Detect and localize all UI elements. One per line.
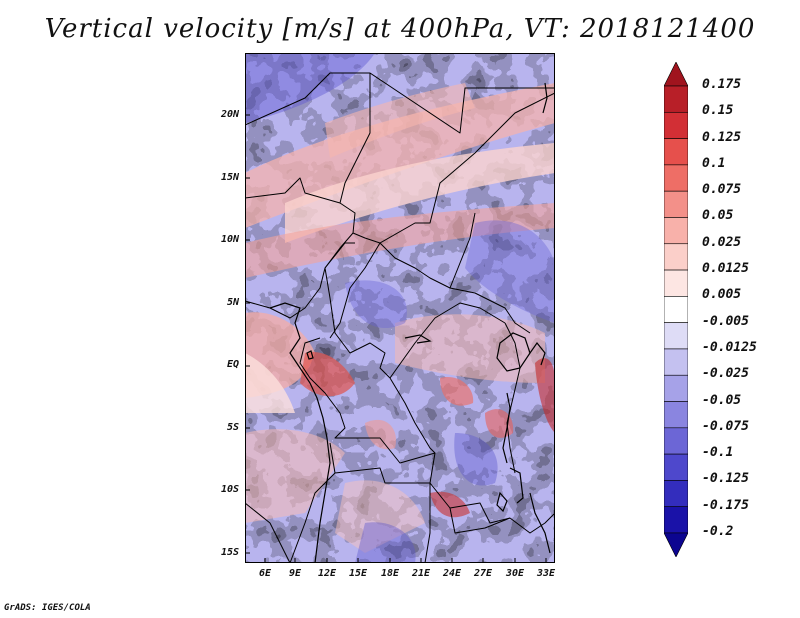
colorbar-label: -0.125 (702, 471, 749, 487)
colorbar-bin (664, 401, 688, 429)
colorbar-label: -0.1 (702, 445, 734, 461)
lat-label-20n: 20N (220, 109, 239, 120)
lat-label-5n: 5N (226, 297, 239, 308)
colorbar-label: 0.175 (702, 77, 742, 92)
lat-label-10s: 10S (220, 484, 239, 495)
colorbar-label: 0.0125 (702, 261, 749, 277)
colorbar-label: 0.005 (702, 287, 742, 303)
colorbar-label: -0.2 (702, 524, 734, 539)
colorbar-label: 0.075 (702, 182, 742, 198)
colorbar-label: -0.175 (702, 497, 749, 513)
colorbar-bin (664, 269, 688, 297)
lat-label-5s: 5S (226, 422, 239, 433)
coastlines (269, 82, 551, 563)
colorbar-bin (664, 85, 688, 113)
colorbar-label: -0.075 (702, 418, 749, 434)
colorbar-label: 0.125 (702, 129, 742, 145)
colorbar-top-arrow (664, 62, 688, 87)
map-border (245, 53, 555, 563)
map-panel (245, 53, 555, 563)
colorbar-label: 0.025 (702, 234, 742, 250)
country-borders (245, 72, 555, 563)
colorbar (664, 62, 688, 557)
colorbar-bin (664, 480, 688, 508)
colorbar-bin (664, 243, 688, 271)
descent-regions (245, 53, 555, 563)
colorbar-bin (664, 322, 688, 350)
colorbar-bin (664, 296, 688, 323)
lat-label-eq: EQ (226, 359, 239, 370)
colorbar-bin (664, 374, 688, 402)
colorbar-bin (664, 348, 688, 376)
colorbar-bin (664, 164, 688, 192)
colorbar-label: -0.05 (702, 392, 742, 408)
velocity-field-map (245, 53, 555, 563)
colorbar-bin (664, 138, 688, 166)
lon-label-24e: 24E (442, 568, 462, 579)
map-tick-marks (245, 114, 547, 563)
lon-label-12e: 12E (317, 568, 337, 579)
lat-label-15n: 15N (220, 172, 239, 183)
grads-credit: GrADS: IGES/COLA (4, 603, 91, 613)
lon-label-18e: 18E (380, 568, 400, 579)
colorbar-label: 0.1 (702, 155, 726, 171)
colorbar-label: 0.05 (702, 208, 734, 224)
colorbar-label: -0.0125 (702, 339, 757, 355)
lon-label-33e: 33E (536, 568, 556, 579)
lon-label-30e: 30E (505, 568, 525, 579)
colorbar-bin (664, 217, 688, 245)
colorbar-bin (664, 453, 688, 481)
lat-label-10n: 10N (220, 234, 239, 245)
lat-label-15s: 15S (220, 547, 239, 558)
lon-label-21e: 21E (411, 568, 431, 579)
lon-label-6e: 6E (258, 568, 272, 579)
lon-label-9e: 9E (288, 568, 302, 579)
colorbar-label: -0.025 (702, 366, 749, 382)
colorbar-bin (664, 190, 688, 218)
colorbar-bin (664, 427, 688, 455)
colorbar-label: -0.005 (702, 313, 749, 329)
colorbar-bin (664, 506, 688, 534)
lon-label-15e: 15E (348, 568, 368, 579)
colorbar-bin (664, 111, 688, 139)
plot-title: Vertical velocity [m/s] at 400hPa, VT: 2… (44, 14, 756, 44)
colorbar-label: 0.15 (702, 103, 734, 119)
ascent-regions (245, 83, 555, 553)
colorbar-bottom-arrow (664, 532, 688, 557)
lon-label-27e: 27E (473, 568, 493, 579)
